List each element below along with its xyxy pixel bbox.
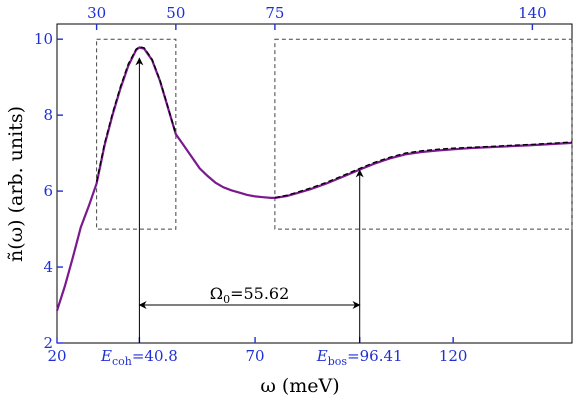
top-tick-label: 50 [166,4,185,22]
e-bos-label: Ebos=96.41 [316,347,403,368]
y-tick-label: 10 [34,30,53,48]
x-tick-label: 70 [246,347,265,365]
series-line-1 [95,46,177,182]
y-axis-title: ñ(ω) (arb. units) [5,106,27,262]
series-line-2 [274,141,573,199]
omega0-label: Ω0=55.62 [210,284,289,306]
y-tick-label: 2 [43,334,53,352]
zoom-box-0 [96,38,177,230]
top-tick-label: 75 [265,4,284,22]
e-coh-label: Ecoh=40.8 [100,347,178,368]
y-tick-label: 8 [43,106,53,124]
x-tick-label: 20 [47,347,66,365]
x-axis-title: ω (meV) [260,375,339,397]
y-tick-label: 4 [43,258,53,276]
y-tick-label: 6 [43,182,53,200]
series-line-0 [55,46,573,312]
zoom-box-1 [274,38,573,230]
top-tick-label: 30 [87,4,106,22]
plot-frame [56,23,573,344]
x-tick-label: 120 [439,347,468,365]
top-tick-label: 140 [518,4,547,22]
